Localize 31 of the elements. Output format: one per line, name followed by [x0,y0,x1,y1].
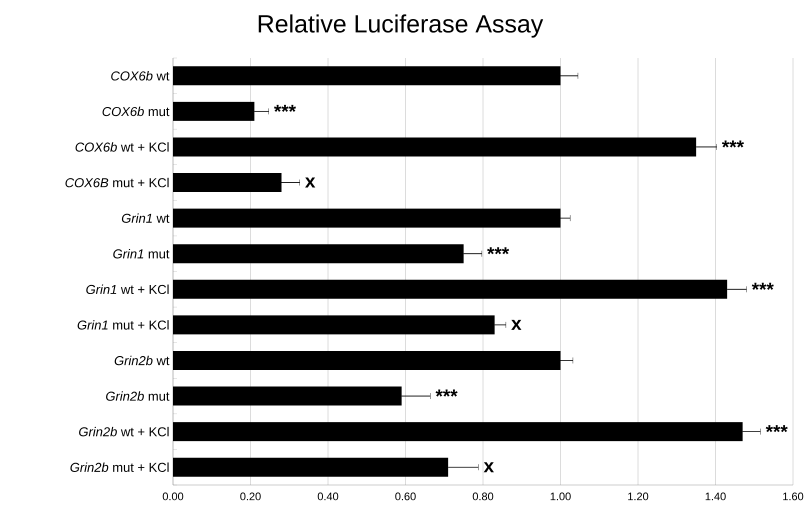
x-tick-label: 0.80 [472,492,494,500]
y-tick-label: COX6B mut + KCl [65,178,169,188]
x-tick-label: 1.00 [550,492,571,500]
annotation: *** [436,390,458,397]
y-tick-label: COX6b wt + KCl [76,142,169,152]
x-tick-label: 0.20 [240,492,261,500]
x-tick-label: 1.40 [706,492,726,500]
annotation: *** [487,247,510,254]
y-tick-label: Grin1 mut [113,248,170,258]
x-tick-label: 1.20 [628,492,648,500]
annotation: *** [766,425,788,432]
y-tick-label: Grin2b mut [106,391,170,401]
y-tick-label: Grin2b wt [114,356,170,366]
annotation: x [484,462,494,472]
x-tick-label: 1.60 [783,492,804,500]
y-tick-label: Grin1 wt [122,213,170,223]
annotation: x [511,320,522,330]
y-tick-label: Grin2b wt + KCl [79,426,169,436]
annotation: *** [274,104,296,112]
chart-title: Relative Luciferase Assay [258,14,544,38]
y-tick-label: COX6b wt [111,71,170,81]
x-tick-label: 0.00 [162,492,184,500]
y-tick-label: COX6b mut [102,106,170,116]
y-tick-label: Grin1 mut + KCl [78,320,169,330]
y-tick-label: Grin1 wt + KCl [86,284,169,294]
annotation: *** [752,282,774,290]
x-tick-label: 0.40 [318,492,338,500]
y-tick-label: Grin2b mut + KCl [70,462,169,472]
annotation: x [305,178,316,188]
annotation: *** [722,140,744,148]
x-tick-label: 0.60 [395,492,416,500]
